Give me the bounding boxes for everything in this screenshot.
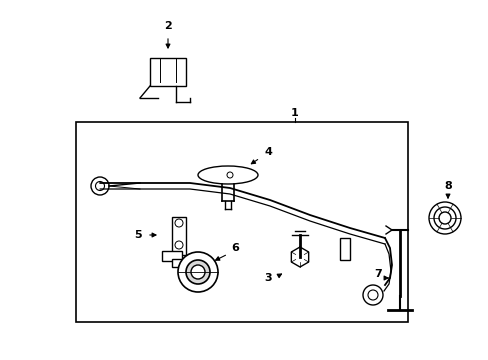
Bar bbox=[150, 58, 185, 86]
Text: 7: 7 bbox=[373, 269, 381, 279]
Text: 1: 1 bbox=[290, 108, 298, 118]
Ellipse shape bbox=[198, 166, 258, 184]
Circle shape bbox=[438, 212, 450, 224]
Circle shape bbox=[91, 177, 109, 195]
Bar bbox=[76, 122, 407, 322]
Circle shape bbox=[95, 181, 104, 190]
Circle shape bbox=[428, 202, 460, 234]
Polygon shape bbox=[291, 247, 308, 267]
Circle shape bbox=[362, 285, 382, 305]
Circle shape bbox=[226, 172, 232, 178]
Text: 2: 2 bbox=[164, 21, 171, 31]
Text: 4: 4 bbox=[264, 147, 271, 157]
Circle shape bbox=[175, 241, 183, 249]
Bar bbox=[172, 217, 185, 255]
Text: 3: 3 bbox=[264, 273, 271, 283]
Circle shape bbox=[191, 265, 204, 279]
Bar bbox=[162, 251, 182, 261]
Text: 5: 5 bbox=[134, 230, 142, 240]
Circle shape bbox=[175, 219, 183, 227]
Bar bbox=[172, 259, 190, 267]
Bar bbox=[339, 238, 349, 260]
Circle shape bbox=[178, 252, 218, 292]
Text: 8: 8 bbox=[443, 181, 451, 191]
Circle shape bbox=[367, 290, 377, 300]
Text: 6: 6 bbox=[231, 243, 239, 253]
Circle shape bbox=[185, 260, 209, 284]
Circle shape bbox=[433, 207, 455, 229]
